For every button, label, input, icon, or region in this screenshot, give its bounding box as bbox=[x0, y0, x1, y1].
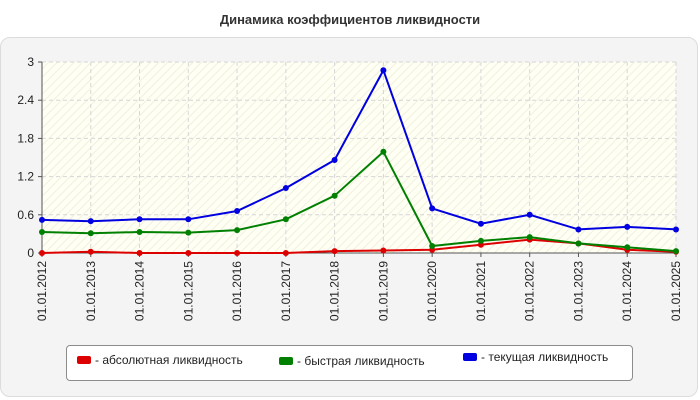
series-2-point bbox=[331, 192, 338, 199]
series-1-point bbox=[185, 250, 192, 256]
x-tick-label: 01.01.2018 bbox=[328, 261, 342, 321]
x-tick-label: 01.01.2024 bbox=[620, 261, 634, 321]
series-2-point bbox=[526, 234, 533, 241]
y-tick-label: 1.2 bbox=[17, 170, 34, 184]
plot-area bbox=[42, 62, 676, 253]
legend-swatch bbox=[77, 356, 91, 364]
x-tick-label: 01.01.2021 bbox=[474, 261, 488, 321]
x-tick-label: 01.01.2012 bbox=[35, 261, 49, 321]
y-tick-label: 2.4 bbox=[17, 93, 34, 107]
x-tick-label: 01.01.2015 bbox=[181, 261, 195, 321]
x-tick-label: 01.01.2022 bbox=[523, 261, 537, 321]
series-1-point bbox=[87, 248, 94, 255]
series-3-point bbox=[282, 185, 289, 192]
series-1-point bbox=[234, 250, 241, 256]
legend-item: - текущая ликвидность bbox=[463, 350, 608, 364]
chart-title: Динамика коэффициентов ликвидности bbox=[219, 12, 481, 27]
y-tick-label: 0 bbox=[27, 246, 34, 260]
series-3-point bbox=[39, 216, 45, 223]
series-1-point bbox=[380, 247, 387, 254]
y-tick-label: 0.6 bbox=[17, 208, 34, 222]
series-2-point bbox=[477, 237, 484, 244]
x-tick-label: 01.01.2016 bbox=[230, 261, 244, 321]
series-1-point bbox=[136, 250, 143, 256]
series-3-point bbox=[136, 216, 143, 223]
legend-item: - абсолютная ликвидность bbox=[77, 353, 243, 367]
legend: - абсолютная ликвидность - быстрая ликвид… bbox=[66, 345, 633, 381]
series-3-point bbox=[234, 207, 241, 214]
series-1-point bbox=[39, 250, 45, 256]
x-tick-label: 01.01.2020 bbox=[425, 261, 439, 321]
series-1-point bbox=[331, 248, 338, 255]
series-2-point bbox=[136, 228, 143, 235]
series-1-point bbox=[282, 250, 289, 256]
series-3-point bbox=[477, 220, 484, 227]
series-3-point bbox=[87, 218, 94, 225]
x-tick-label: 01.01.2023 bbox=[571, 261, 585, 321]
series-2-point bbox=[87, 230, 94, 237]
series-2-point bbox=[673, 248, 679, 255]
series-2-point bbox=[185, 229, 192, 236]
series-2-point bbox=[575, 240, 582, 247]
series-2-point bbox=[380, 148, 387, 155]
legend-label: - абсолютная ликвидность bbox=[95, 353, 243, 367]
series-2-point bbox=[282, 216, 289, 223]
series-3-point bbox=[575, 226, 582, 233]
x-tick-label: 01.01.2017 bbox=[279, 261, 293, 321]
legend-label: - текущая ликвидность bbox=[481, 350, 609, 364]
x-tick-label: 01.01.2025 bbox=[669, 261, 683, 321]
legend-item: - быстрая ликвидность bbox=[279, 354, 425, 368]
series-3-point bbox=[331, 157, 338, 164]
series-3-point bbox=[429, 205, 436, 212]
series-line-2 bbox=[41, 150, 677, 253]
series-3-point bbox=[526, 211, 533, 218]
series-2-point bbox=[39, 228, 45, 235]
series-2-point bbox=[234, 227, 241, 234]
series-3-point bbox=[380, 67, 387, 74]
series-3-point bbox=[185, 216, 192, 223]
x-tick-label: 01.01.2019 bbox=[376, 261, 390, 321]
legend-swatch bbox=[279, 357, 293, 365]
legend-label: - быстрая ликвидность bbox=[297, 354, 425, 368]
series-3-point bbox=[673, 226, 679, 233]
y-tick-label: 1.8 bbox=[17, 131, 34, 145]
x-tick-label: 01.01.2013 bbox=[84, 261, 98, 321]
legend-swatch bbox=[463, 353, 477, 361]
series-line-3 bbox=[41, 67, 677, 231]
y-tick-label: 3 bbox=[27, 55, 34, 69]
series-2-point bbox=[429, 242, 436, 249]
series-2-point bbox=[624, 244, 631, 251]
series-3-point bbox=[624, 223, 631, 230]
x-tick-label: 01.01.2014 bbox=[133, 261, 147, 321]
